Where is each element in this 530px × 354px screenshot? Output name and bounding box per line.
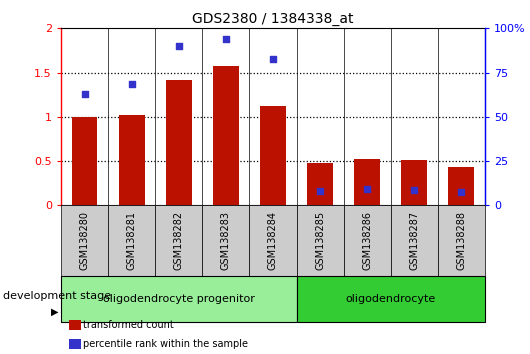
Text: GSM138287: GSM138287 (409, 211, 419, 270)
Text: percentile rank within the sample: percentile rank within the sample (83, 339, 248, 349)
Bar (155, 205, 202, 276)
Text: GSM138288: GSM138288 (456, 211, 466, 270)
Bar (260, 106, 286, 205)
Bar (391, 205, 438, 276)
Text: GSM138285: GSM138285 (315, 211, 325, 270)
Point (457, 189, 466, 195)
Point (316, 188, 324, 194)
Point (410, 188, 419, 193)
Bar (61, 276, 296, 322)
Bar (343, 205, 391, 276)
Text: development stage: development stage (3, 291, 111, 301)
Bar (448, 167, 474, 205)
Text: GSM138280: GSM138280 (80, 211, 90, 270)
Bar (401, 160, 427, 205)
Bar (296, 276, 485, 322)
Bar (119, 115, 145, 205)
Text: GSM138286: GSM138286 (362, 211, 372, 270)
Bar (166, 80, 192, 205)
Text: oligodendrocyte progenitor: oligodendrocyte progenitor (103, 294, 255, 304)
Bar (354, 159, 380, 205)
Point (222, 36, 230, 42)
Point (363, 187, 372, 192)
Bar (213, 67, 239, 205)
Text: transformed count: transformed count (83, 320, 174, 330)
Point (80, 91, 89, 97)
Title: GDS2380 / 1384338_at: GDS2380 / 1384338_at (192, 12, 354, 26)
Point (127, 81, 136, 87)
Text: ▶: ▶ (51, 307, 58, 316)
Bar (202, 205, 250, 276)
Bar (438, 205, 485, 276)
Point (174, 43, 183, 49)
Text: GSM138284: GSM138284 (268, 211, 278, 270)
Text: GSM138282: GSM138282 (174, 211, 184, 270)
Text: GSM138281: GSM138281 (127, 211, 137, 270)
Point (269, 57, 277, 62)
Bar (72, 117, 98, 205)
Bar (108, 205, 155, 276)
Text: oligodendrocyte: oligodendrocyte (346, 294, 436, 304)
Bar (307, 163, 333, 205)
Bar (250, 205, 296, 276)
Text: GSM138283: GSM138283 (221, 211, 231, 270)
Bar (61, 205, 108, 276)
Bar (296, 205, 343, 276)
